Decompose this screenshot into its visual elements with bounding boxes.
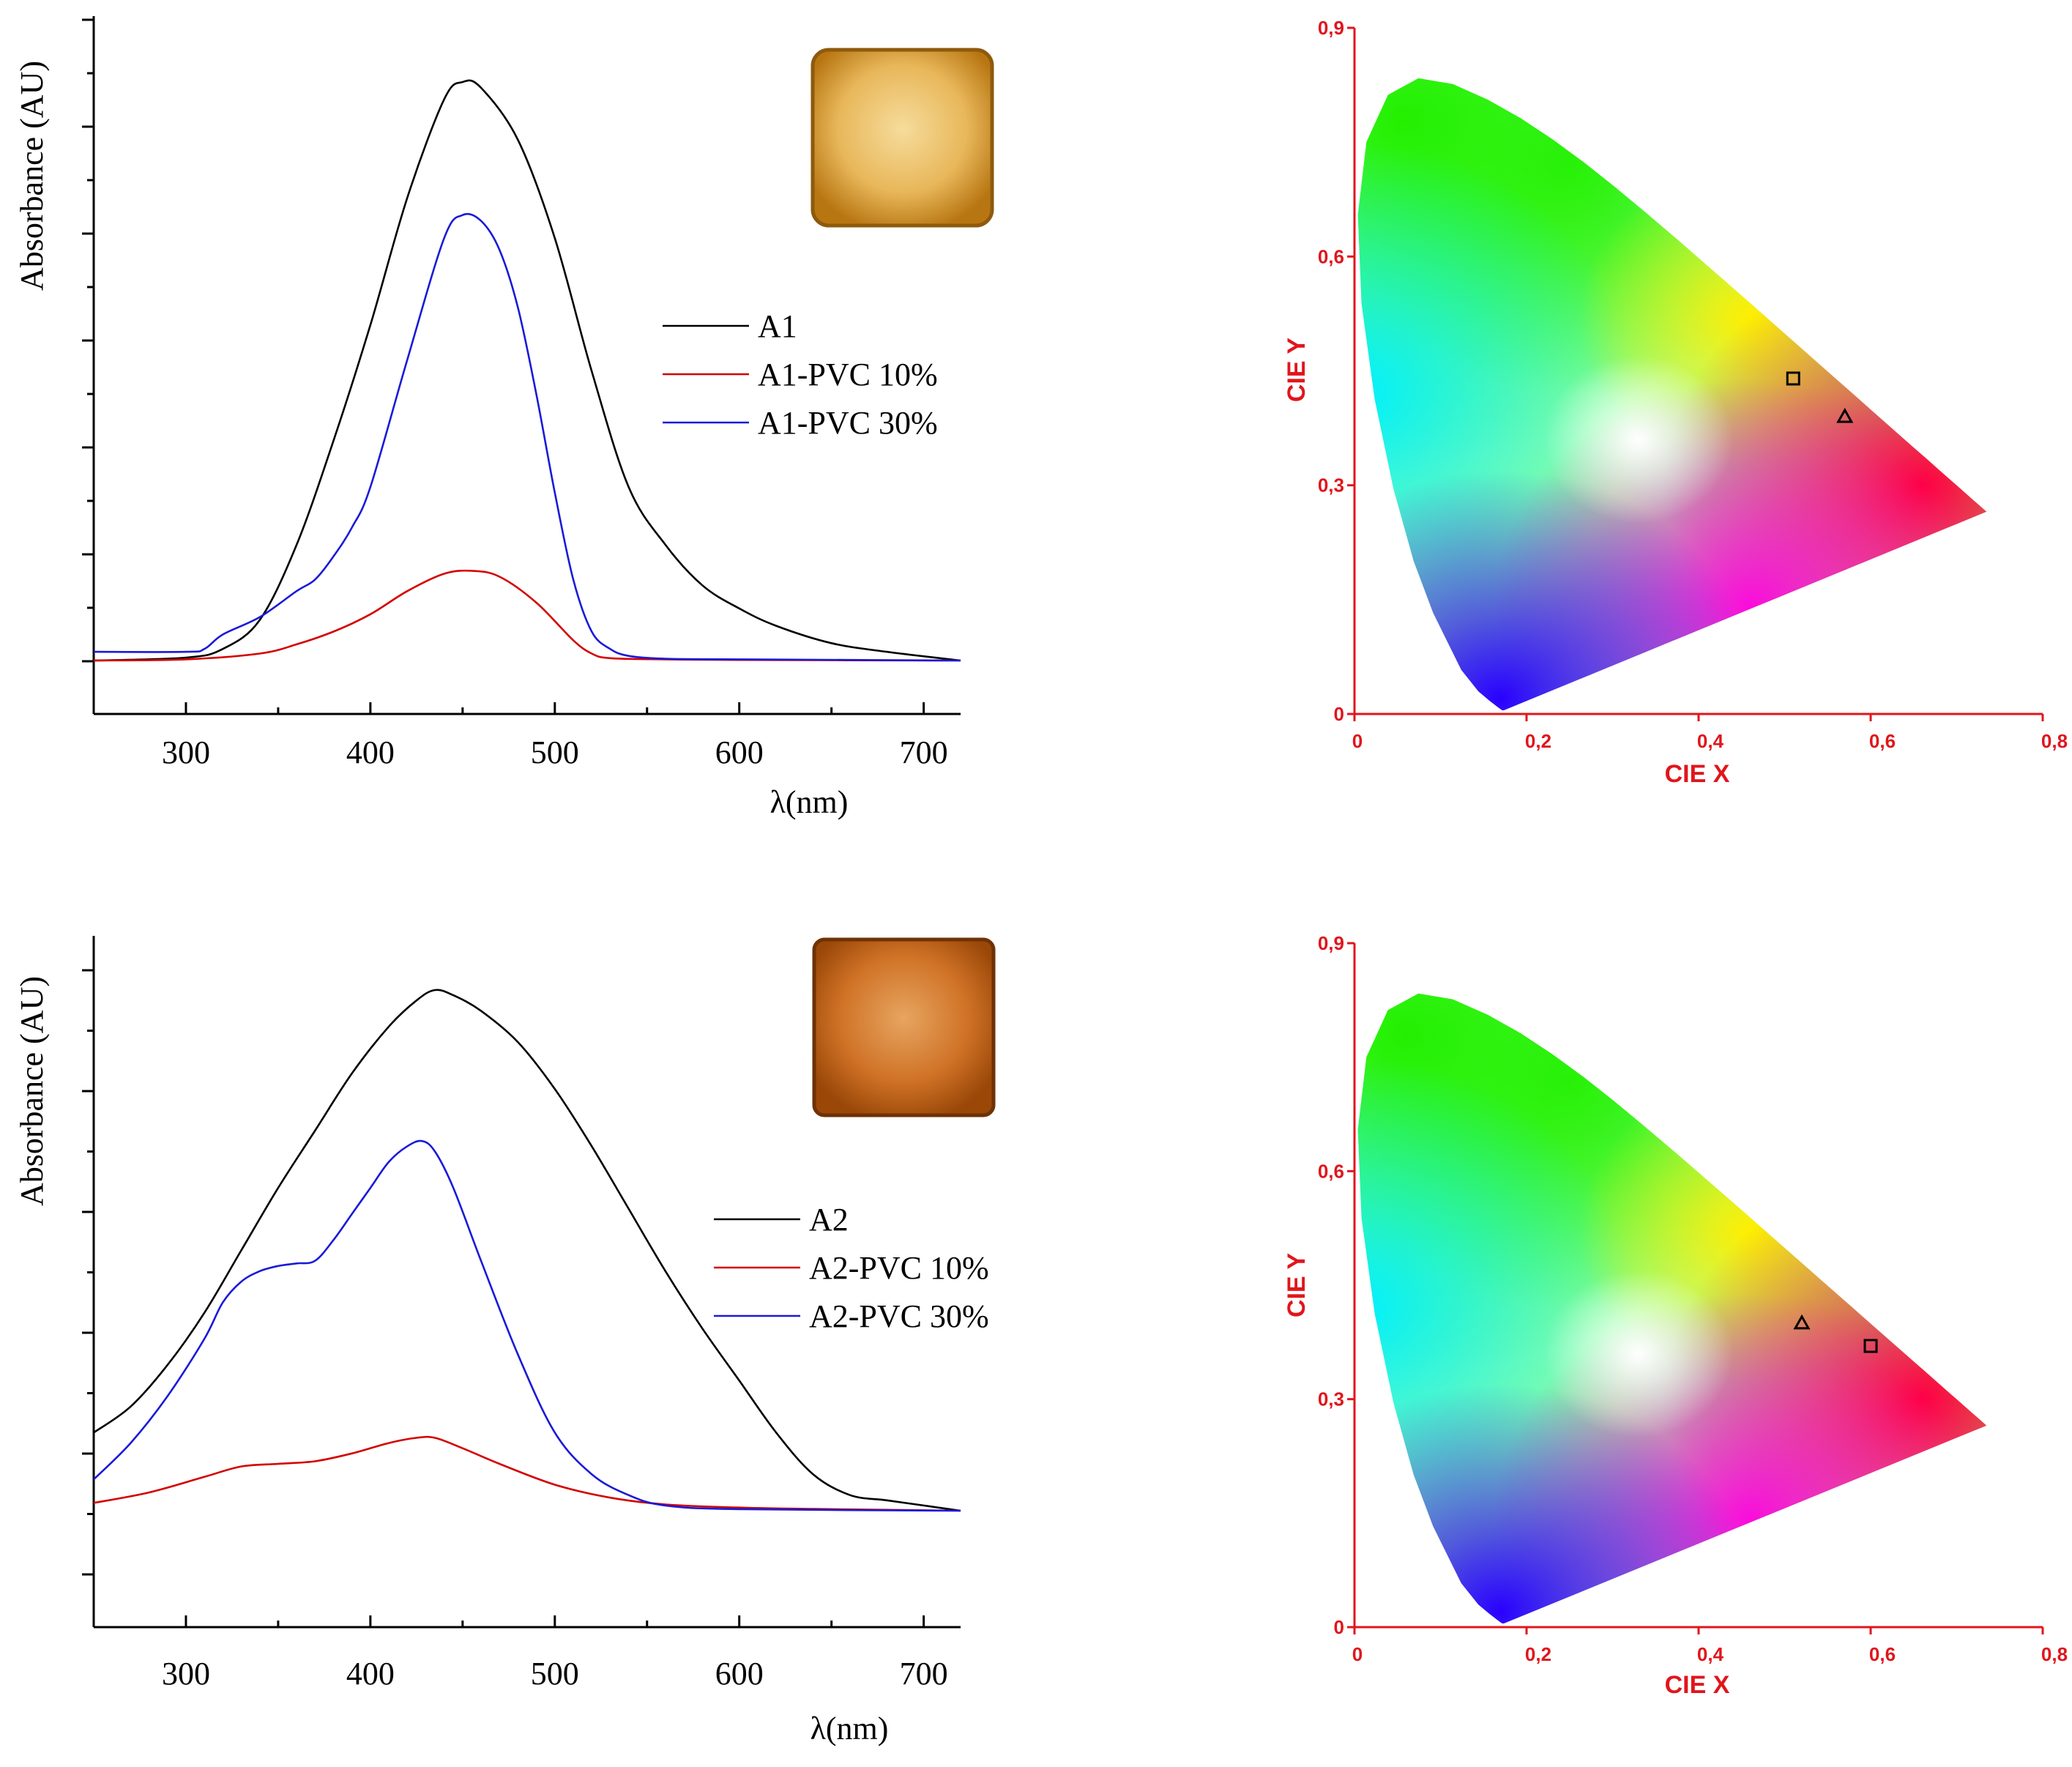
y-axis-label: Absorbance (AU) bbox=[14, 976, 50, 1206]
chromaticity-gamut bbox=[1357, 78, 1987, 710]
x-tick-label: 700 bbox=[900, 734, 948, 770]
x-tick-label: 400 bbox=[346, 1656, 395, 1692]
absorbance-chart-a1: 300 400 500 600 700 Absorbance (AU) λ(nm) A1… bbox=[14, 16, 994, 820]
y-tick-label: 0 bbox=[1334, 703, 1344, 725]
y-tick-label: 0,6 bbox=[1318, 1160, 1344, 1182]
y-ticks: 0 0,3 0,6 0,9 bbox=[1318, 17, 1354, 725]
legend-label: A1-PVC 30% bbox=[758, 405, 938, 441]
cie-diagram-top: 0 0,2 0,4 0,6 0,8 0 0,3 0,6 0,9 CIE X CIE Y bbox=[1283, 17, 2068, 788]
y-axis-label: Absorbance (AU) bbox=[14, 61, 50, 291]
plot-area-a2: 300 400 500 600 700 bbox=[82, 936, 961, 1692]
x-tick-label: 600 bbox=[715, 734, 764, 770]
x-tick-label: 300 bbox=[162, 1656, 210, 1692]
legend-label: A2 bbox=[809, 1202, 849, 1238]
x-ticks: 0 0,2 0,4 0,6 0,8 bbox=[1352, 1627, 2068, 1665]
series-line-a1-pvc-30- bbox=[93, 212, 961, 662]
points bbox=[1786, 371, 1854, 423]
y-tick-label: 0,6 bbox=[1318, 245, 1344, 267]
x-axis-label: λ(nm) bbox=[810, 1711, 889, 1746]
absorbance-chart-a2: 300 400 500 600 700 Absorbance (AU) λ(nm) A2… bbox=[14, 936, 996, 1746]
sample-film-photo bbox=[812, 937, 996, 1117]
x-tick-label: 500 bbox=[531, 1656, 579, 1692]
point-square bbox=[1786, 371, 1800, 386]
series-line-a1 bbox=[93, 79, 961, 662]
x-tick-label: 0,6 bbox=[1869, 730, 1896, 752]
y-tick-label: 0 bbox=[1334, 1616, 1344, 1638]
y-axis-label: CIE Y bbox=[1283, 338, 1311, 403]
chromaticity-gamut bbox=[1357, 993, 1987, 1623]
x-tick-label: 400 bbox=[346, 734, 395, 770]
x-ticks: 300 400 500 600 700 bbox=[92, 702, 948, 770]
x-ticks: 0 0,2 0,4 0,6 0,8 bbox=[1352, 714, 2068, 752]
legend-label: A1-PVC 10% bbox=[758, 357, 938, 393]
legend: A1 A1-PVC 10% A1-PVC 30% bbox=[663, 308, 938, 441]
point-triangle bbox=[1793, 1314, 1811, 1330]
x-tick-label: 0,8 bbox=[2041, 730, 2068, 752]
legend: A2 A2-PVC 10% A2-PVC 30% bbox=[714, 1202, 989, 1334]
y-ticks: 0 0,3 0,6 0,9 bbox=[1318, 932, 1354, 1638]
points bbox=[1793, 1314, 1878, 1353]
series-group bbox=[93, 79, 961, 662]
y-tick-label: 0,9 bbox=[1318, 17, 1344, 39]
x-ticks: 300 400 500 600 700 bbox=[92, 1615, 948, 1692]
y-ticks bbox=[82, 18, 94, 663]
x-tick-label: 0 bbox=[1352, 730, 1363, 752]
sample-film-photo bbox=[810, 48, 994, 228]
x-tick-label: 700 bbox=[900, 1656, 948, 1692]
y-tick-label: 0,9 bbox=[1318, 932, 1344, 954]
gamut-colors bbox=[1357, 78, 1987, 710]
x-axis-label: CIE X bbox=[1665, 760, 1730, 788]
plot-area-a1: 300 400 500 600 700 bbox=[82, 16, 961, 770]
x-tick-label: 0,2 bbox=[1525, 730, 1551, 752]
cie-diagram-bottom: 0 0,2 0,4 0,6 0,8 0 0,3 0,6 0,9 CIE X CIE Y bbox=[1283, 932, 2068, 1699]
y-axis-label: CIE Y bbox=[1283, 1253, 1311, 1318]
x-tick-label: 0,4 bbox=[1697, 1643, 1724, 1665]
x-tick-label: 0 bbox=[1352, 1643, 1363, 1665]
point-triangle bbox=[1836, 407, 1854, 423]
y-tick-label: 0,3 bbox=[1318, 475, 1344, 496]
x-tick-label: 0,8 bbox=[2041, 1643, 2068, 1665]
x-tick-label: 0,4 bbox=[1697, 730, 1724, 752]
x-axis-label: CIE X bbox=[1665, 1671, 1730, 1699]
series-line-a2-pvc-30- bbox=[93, 1139, 961, 1512]
y-tick-label: 0,3 bbox=[1318, 1388, 1344, 1410]
legend-label: A2-PVC 30% bbox=[809, 1298, 989, 1334]
x-tick-label: 0,6 bbox=[1869, 1643, 1896, 1665]
y-ticks bbox=[82, 969, 94, 1576]
point-square bbox=[1863, 1339, 1878, 1353]
series-group bbox=[93, 989, 961, 1512]
x-tick-label: 500 bbox=[531, 734, 579, 770]
x-axis-label: λ(nm) bbox=[770, 784, 849, 820]
series-line-a2 bbox=[93, 989, 961, 1512]
x-tick-label: 0,2 bbox=[1525, 1643, 1551, 1665]
series-line-a2-pvc-10- bbox=[93, 1435, 961, 1512]
x-tick-label: 600 bbox=[715, 1656, 764, 1692]
legend-label: A2-PVC 10% bbox=[809, 1250, 989, 1286]
legend-label: A1 bbox=[758, 308, 797, 344]
x-tick-label: 300 bbox=[162, 734, 210, 770]
gamut-colors bbox=[1357, 993, 1987, 1623]
